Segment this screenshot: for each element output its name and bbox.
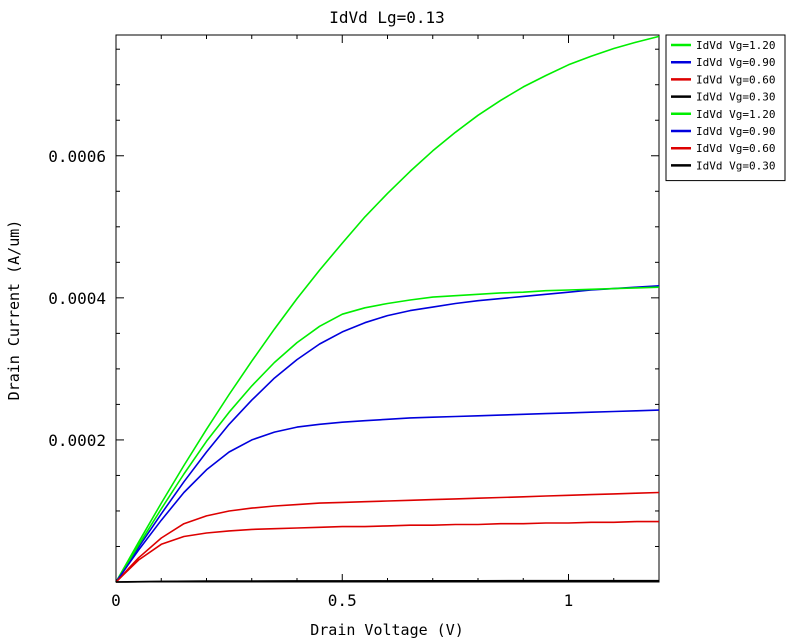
legend-box: [665, 34, 786, 182]
x-tick-label: 1: [564, 591, 574, 610]
series-line-2: [115, 285, 660, 583]
series-line-7: [115, 520, 659, 583]
y-axis-label: Drain Current (A/um): [5, 220, 23, 401]
y-axis: 0.0002 0.0004 0.0006: [48, 48, 659, 547]
legend-label: IdVd Vg=0.60: [696, 142, 775, 155]
legend-label: IdVd Vg=1.20: [696, 108, 775, 121]
y-tick-label: 0.0004: [48, 289, 106, 308]
series-line-6: [115, 409, 660, 583]
x-axis-label: Drain Voltage (V): [310, 621, 464, 639]
series-line-3: [115, 491, 660, 583]
x-tick-label: 0.5: [328, 591, 357, 610]
x-axis: 0 0.5 1: [111, 35, 615, 610]
y-tick-label: 0.0002: [48, 431, 106, 450]
legend: IdVd Vg=1.20 IdVd Vg=0.90 IdVd Vg=0.60 IdVd…: [665, 34, 786, 182]
x-tick-label: 0: [111, 591, 121, 610]
plot-frame: [115, 34, 660, 583]
legend-label: IdVd Vg=0.90: [696, 125, 775, 138]
legend-label: IdVd Vg=0.30: [696, 91, 775, 104]
plot-area: [115, 34, 660, 583]
chart-title: IdVd Lg=0.13: [329, 8, 445, 27]
series-line-5: [115, 286, 660, 583]
legend-label: IdVd Vg=0.90: [696, 56, 775, 69]
legend-label: IdVd Vg=0.60: [696, 73, 775, 86]
y-tick-label: 0.0006: [48, 147, 106, 166]
legend-label: IdVd Vg=0.30: [696, 159, 775, 172]
legend-label: IdVd Vg=1.20: [696, 39, 775, 52]
series-line-1: [115, 35, 660, 583]
